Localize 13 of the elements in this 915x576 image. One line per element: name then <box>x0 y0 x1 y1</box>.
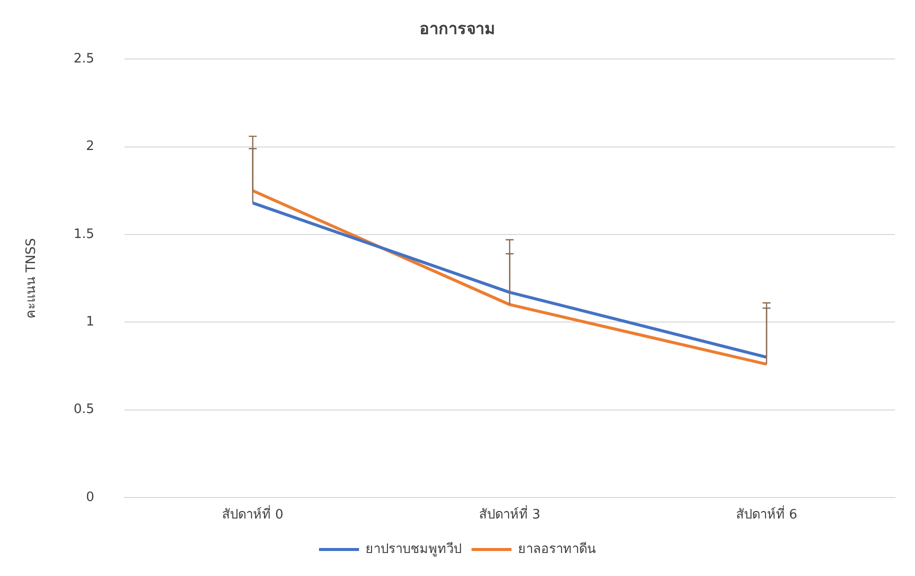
y-tick-label: 0 <box>86 490 94 505</box>
y-axis-title: คะแนน TNSS <box>24 238 40 318</box>
legend-label: ยาลอราทาดีน <box>518 540 596 557</box>
y-tick-label: 1 <box>86 314 94 330</box>
y-tick-label: 2 <box>86 139 94 154</box>
y-tick-label: 2.5 <box>74 52 94 67</box>
chart-title: อาการจาม <box>420 18 496 38</box>
x-tick-label: สัปดาห์ที่ 6 <box>736 506 798 523</box>
y-tick-label: 1.5 <box>74 226 94 242</box>
x-tick-label: สัปดาห์ที่ 3 <box>478 506 540 523</box>
x-tick-label: สัปดาห์ที่ 0 <box>222 506 284 523</box>
legend-label: ยาปราบชมพูทวีป <box>366 540 462 557</box>
y-tick-label: 0.5 <box>74 402 94 418</box>
